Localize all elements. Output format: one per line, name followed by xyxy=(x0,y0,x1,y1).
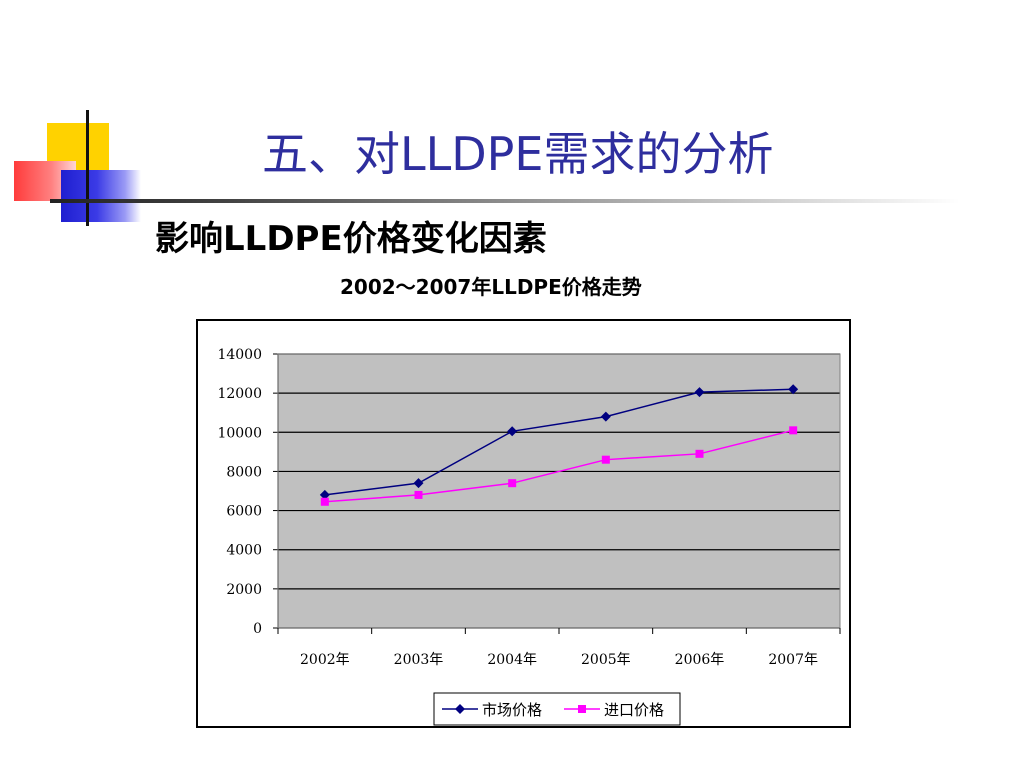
data-point xyxy=(319,489,330,500)
x-tick-label: 2007年 xyxy=(768,652,818,668)
y-tick-label: 0 xyxy=(253,621,262,637)
y-tick-label: 12000 xyxy=(217,386,262,402)
data-point xyxy=(320,497,329,506)
y-tick-label: 8000 xyxy=(226,464,262,480)
series-line xyxy=(324,388,794,496)
data-point xyxy=(414,490,423,499)
legend: 市场价格 进口价格 xyxy=(433,692,681,726)
x-tick-label: 2005年 xyxy=(581,652,631,668)
data-point xyxy=(601,455,610,464)
series-2 xyxy=(320,426,798,506)
data-point xyxy=(788,384,799,395)
x-tick-label: 2002年 xyxy=(300,652,350,668)
legend-marker xyxy=(455,704,465,714)
slide-subtitle: 影响LLDPE价格变化因素 xyxy=(155,219,547,259)
decor-blue-block xyxy=(61,170,141,222)
data-point xyxy=(507,426,518,437)
x-tick-label: 2006年 xyxy=(675,652,725,668)
page-title: 五、对LLDPE需求的分析 xyxy=(262,127,774,181)
x-tick-label: 2003年 xyxy=(394,652,444,668)
y-tick-label: 4000 xyxy=(226,543,262,559)
y-tick-label: 10000 xyxy=(217,425,262,441)
data-point xyxy=(508,479,517,488)
series-1 xyxy=(319,384,799,500)
legend-label: 市场价格 xyxy=(482,701,542,719)
legend-label: 进口价格 xyxy=(604,701,664,719)
data-point xyxy=(600,411,611,422)
y-tick-label: 2000 xyxy=(226,582,262,598)
data-point xyxy=(695,449,704,458)
y-tick-label: 14000 xyxy=(217,347,262,363)
legend-marker xyxy=(578,705,586,713)
axes: 0 2000 4000 6000 8000 10000 12000 14000 2002年 200… xyxy=(217,347,841,668)
chart-frame: 0 2000 4000 6000 8000 10000 12000 14000 2002年 200… xyxy=(196,319,851,728)
decor-horizontal-rule xyxy=(50,199,960,203)
data-point xyxy=(789,426,798,435)
data-point xyxy=(413,478,424,489)
line-chart: 0 2000 4000 6000 8000 10000 12000 14000 2002年 200… xyxy=(217,347,841,726)
data-point xyxy=(694,387,705,398)
decor-vertical-line xyxy=(86,110,89,226)
chart-title: 2002～2007年LLDPE价格走势 xyxy=(340,275,642,299)
x-tick-label: 2004年 xyxy=(487,652,537,668)
y-tick-label: 6000 xyxy=(226,504,262,520)
series-layer xyxy=(319,384,799,506)
series-line xyxy=(324,429,794,503)
plot-area xyxy=(278,354,840,628)
